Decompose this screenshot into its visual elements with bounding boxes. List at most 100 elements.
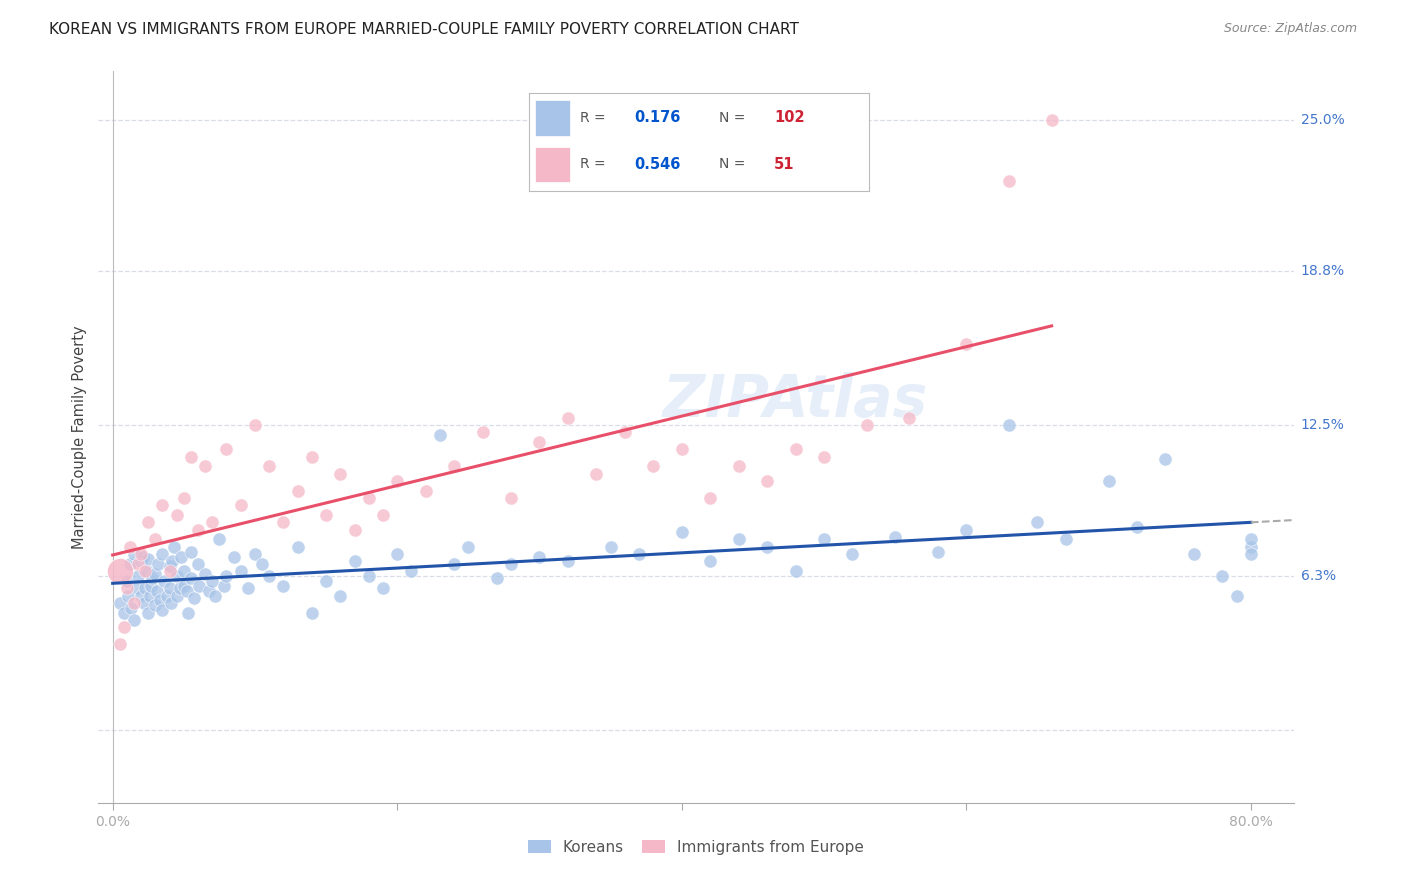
Point <box>229 499 252 513</box>
Point <box>385 474 409 488</box>
Point <box>1240 533 1263 547</box>
Point <box>204 589 226 603</box>
Point <box>1054 533 1077 547</box>
Point <box>152 499 174 513</box>
Point <box>955 337 977 351</box>
Text: KOREAN VS IMMIGRANTS FROM EUROPE MARRIED-COUPLE FAMILY POVERTY CORRELATION CHART: KOREAN VS IMMIGRANTS FROM EUROPE MARRIED… <box>49 22 799 37</box>
Point <box>143 533 166 547</box>
Point <box>471 425 494 440</box>
Point <box>129 589 152 603</box>
Point <box>813 450 835 464</box>
Point <box>148 557 170 571</box>
Point <box>499 557 522 571</box>
Point <box>122 547 145 561</box>
Point <box>727 459 749 474</box>
Text: 25.0%: 25.0% <box>1301 113 1344 128</box>
Point <box>129 547 152 561</box>
Point <box>125 581 148 595</box>
Point <box>108 596 131 610</box>
Point <box>1240 540 1263 554</box>
Point <box>301 450 323 464</box>
Point <box>143 599 166 613</box>
Point <box>585 467 607 481</box>
Point <box>756 540 779 554</box>
Point <box>927 544 949 558</box>
Point <box>166 589 188 603</box>
Point <box>315 574 337 588</box>
Point <box>898 410 921 425</box>
Point <box>329 589 352 603</box>
Point <box>169 581 191 595</box>
Point <box>139 579 162 593</box>
Point <box>273 516 295 530</box>
Point <box>112 606 135 620</box>
Point <box>884 530 907 544</box>
Point <box>1040 113 1063 128</box>
Point <box>176 583 198 598</box>
Point <box>187 557 209 571</box>
Point <box>159 581 181 595</box>
Point <box>343 554 366 568</box>
Point <box>236 581 259 595</box>
Point <box>152 547 174 561</box>
Point <box>134 564 156 578</box>
Point <box>699 554 721 568</box>
Point <box>243 547 266 561</box>
Point <box>112 620 135 634</box>
Point <box>180 544 202 558</box>
Point <box>177 606 200 620</box>
Point <box>166 569 188 583</box>
Point <box>208 533 231 547</box>
Point <box>1154 452 1177 467</box>
Point <box>153 574 176 588</box>
Point <box>173 564 195 578</box>
Point <box>152 603 174 617</box>
Point <box>785 564 807 578</box>
Point <box>529 549 551 564</box>
Point <box>215 569 238 583</box>
Point <box>145 583 167 598</box>
Y-axis label: Married-Couple Family Poverty: Married-Couple Family Poverty <box>72 326 87 549</box>
Point <box>699 491 721 505</box>
Point <box>643 459 665 474</box>
Point <box>127 557 149 571</box>
Point <box>1240 547 1263 561</box>
Point <box>136 552 159 566</box>
Point <box>222 549 245 564</box>
Point <box>557 554 579 568</box>
Point <box>212 579 235 593</box>
Point <box>159 564 181 578</box>
Point <box>136 516 159 530</box>
Point <box>136 606 159 620</box>
Point <box>727 533 749 547</box>
Point <box>1211 569 1233 583</box>
Point <box>1182 547 1205 561</box>
Point <box>117 589 139 603</box>
Point <box>135 564 157 578</box>
Point <box>243 417 266 432</box>
Point <box>529 434 551 449</box>
Point <box>329 467 352 481</box>
Point <box>287 483 309 498</box>
Point <box>170 549 193 564</box>
Point <box>273 579 295 593</box>
Point <box>131 549 153 564</box>
Point <box>118 540 141 554</box>
Point <box>485 572 508 586</box>
Point <box>163 540 186 554</box>
Point <box>162 554 184 568</box>
Point <box>628 547 651 561</box>
Point <box>671 442 693 457</box>
Point <box>201 516 224 530</box>
Point <box>141 572 163 586</box>
Point <box>134 581 156 595</box>
Point <box>385 547 409 561</box>
Text: 18.8%: 18.8% <box>1301 264 1344 278</box>
Point <box>257 459 280 474</box>
Point <box>132 596 155 610</box>
Point <box>180 572 202 586</box>
Point <box>301 606 323 620</box>
Point <box>166 508 188 522</box>
Point <box>785 442 807 457</box>
Point <box>457 540 479 554</box>
